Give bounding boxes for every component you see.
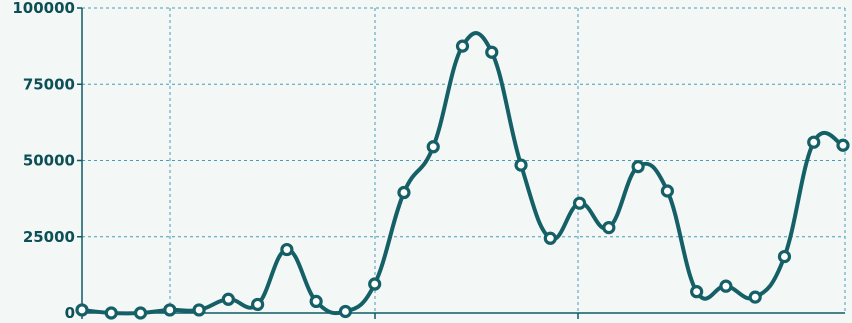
y-tick-label: 50000 xyxy=(23,152,75,170)
data-point xyxy=(133,306,148,320)
data-point xyxy=(748,290,762,304)
data-point xyxy=(75,303,89,317)
data-point xyxy=(485,45,499,59)
y-tick-label: 75000 xyxy=(23,75,75,93)
data-point xyxy=(163,303,177,317)
data-point xyxy=(514,158,528,172)
data-point xyxy=(807,135,821,149)
data-point xyxy=(426,140,440,154)
data-point xyxy=(221,292,235,306)
y-tick-label: 25000 xyxy=(23,228,75,246)
y-tick-label: 0 xyxy=(65,304,75,322)
data-point xyxy=(660,184,674,198)
data-point xyxy=(631,160,645,174)
data-point xyxy=(280,242,294,257)
data-point xyxy=(104,306,118,320)
data-point xyxy=(777,249,792,264)
y-tick-label: 100000 xyxy=(12,0,75,17)
data-point xyxy=(251,297,265,312)
data-point xyxy=(572,196,587,210)
data-point xyxy=(368,277,382,291)
data-point xyxy=(719,279,733,293)
data-point xyxy=(192,303,206,317)
data-point xyxy=(338,304,353,319)
data-point xyxy=(690,285,704,299)
data-point xyxy=(455,39,470,53)
series-line xyxy=(80,31,845,316)
data-point xyxy=(602,221,616,235)
data-point xyxy=(309,294,323,309)
data-point xyxy=(543,231,557,245)
data-point xyxy=(836,138,850,152)
data-point xyxy=(397,185,411,200)
